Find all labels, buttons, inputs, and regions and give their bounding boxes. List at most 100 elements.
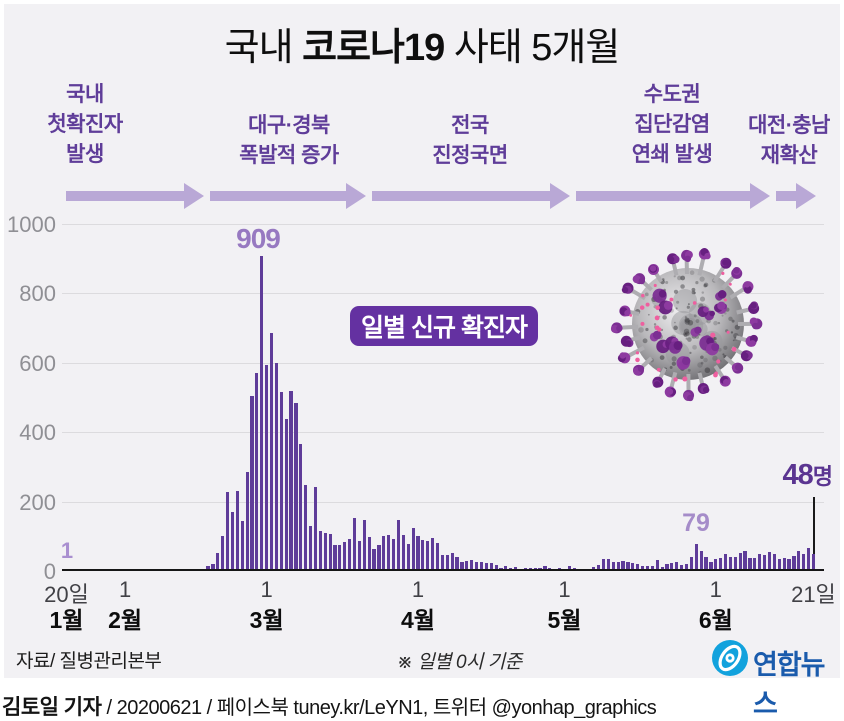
- bar: [406, 543, 410, 571]
- bar: [772, 554, 776, 571]
- bar: [763, 555, 767, 571]
- arrow-head-icon: [346, 183, 366, 209]
- bar: [470, 559, 474, 571]
- timeline-arrow-5: [776, 183, 816, 209]
- timeline-arrow-4: [576, 183, 770, 209]
- bar: [636, 564, 640, 571]
- bar: [333, 544, 337, 571]
- annotation-may-peak-value: 79: [682, 509, 710, 537]
- bar: [611, 561, 615, 571]
- bar: [494, 564, 498, 571]
- arrow-shaft: [66, 191, 186, 201]
- timeline-arrow-1: [66, 183, 204, 209]
- title-bold: 코로나19: [302, 27, 445, 69]
- bar: [377, 544, 381, 571]
- x-axis-tick-label: 1: [411, 577, 425, 602]
- bar: [304, 484, 308, 571]
- x-axis-month-label: 2월: [108, 607, 143, 633]
- yonhap-globe-icon: [712, 640, 748, 676]
- x-axis-month-label: 4월: [401, 607, 435, 633]
- x-axis-month-label: 5월: [547, 607, 582, 633]
- title-post: 사태 5개월: [444, 27, 621, 69]
- x-axis-tick-label: 1: [558, 577, 571, 602]
- bar: [284, 419, 288, 571]
- bar: [309, 525, 313, 571]
- bar: [245, 472, 249, 571]
- timeline-arrow-3: [372, 183, 570, 209]
- x-axis-tick-label: 1: [709, 577, 722, 602]
- bar: [445, 554, 449, 571]
- bar: [811, 554, 816, 571]
- bar: [323, 532, 327, 571]
- gridline: [62, 501, 824, 503]
- arrow-shaft: [210, 191, 348, 201]
- credit-details: / 20200621 / 페이스북 tuney.kr/LeYN1, 트위터 @y…: [101, 697, 657, 719]
- arrow-head-icon: [184, 183, 204, 209]
- bar: [489, 563, 493, 571]
- bar: [391, 539, 396, 571]
- annotation-peak-value: 909: [236, 223, 281, 254]
- phase-label-first-case: 국내 첫확진자 발생: [47, 83, 123, 166]
- bar: [748, 557, 752, 571]
- bar: [206, 565, 210, 571]
- bar: [465, 560, 469, 571]
- arrow-head-icon: [750, 183, 770, 209]
- bar: [645, 565, 650, 571]
- bar: [738, 553, 742, 571]
- timeline-arrow-2: [210, 183, 366, 209]
- bar: [460, 561, 464, 571]
- phase-label-daegu-surge: 대구·경북 폭발적 증가: [239, 114, 339, 167]
- bar: [792, 556, 796, 571]
- bar: [357, 540, 361, 571]
- footnote-label: ※ 일별 0시 기준: [397, 652, 522, 673]
- x-axis-tick-label: 1: [118, 577, 132, 602]
- bar: [704, 557, 708, 571]
- bar: [650, 566, 654, 571]
- bar: [455, 557, 459, 571]
- bar: [616, 561, 620, 571]
- latest-value-unit: 명: [812, 464, 833, 489]
- bar: [670, 563, 674, 571]
- arrow-shaft: [576, 191, 752, 201]
- bar: [743, 551, 747, 571]
- yonhap-news-logo: 연합뉴스: [711, 639, 841, 719]
- y-axis-label: 200: [19, 489, 56, 515]
- bar: [348, 538, 352, 571]
- bar: [767, 551, 772, 571]
- bar: [474, 562, 479, 571]
- bar: [343, 541, 347, 571]
- bar: [367, 536, 371, 571]
- bar: [431, 538, 435, 571]
- arrow-head-icon: [796, 183, 816, 209]
- bar: [753, 557, 757, 571]
- bar: [416, 535, 420, 571]
- bar: [230, 512, 235, 571]
- bar: [240, 521, 244, 571]
- y-axis-label: 400: [19, 420, 56, 446]
- arrow-head-icon: [550, 183, 570, 209]
- reporter-name: 김토일 기자: [2, 696, 102, 719]
- bar: [660, 566, 664, 571]
- bar: [421, 540, 425, 571]
- x-axis-tick-label: 20일: [44, 582, 89, 607]
- gridline: [62, 432, 824, 434]
- chart-title-badge: 일별 신규 확진자: [350, 306, 538, 346]
- bar: [274, 362, 278, 571]
- bar: [675, 562, 679, 571]
- bar: [352, 518, 357, 571]
- bar: [426, 541, 430, 571]
- bar: [680, 565, 684, 571]
- arrow-shaft: [776, 191, 798, 201]
- bar: [733, 557, 737, 571]
- bar: [777, 559, 781, 571]
- bar: [387, 534, 391, 571]
- bar: [806, 547, 811, 571]
- bar: [640, 566, 645, 571]
- x-axis-tick-label: 21일: [791, 582, 836, 607]
- data-source-label: 자료/ 질병관리본부: [16, 651, 162, 672]
- coronavirus-illustration: [610, 248, 763, 402]
- bar: [689, 557, 693, 571]
- bar: [665, 564, 669, 571]
- bar: [592, 566, 596, 571]
- bar: [226, 491, 230, 571]
